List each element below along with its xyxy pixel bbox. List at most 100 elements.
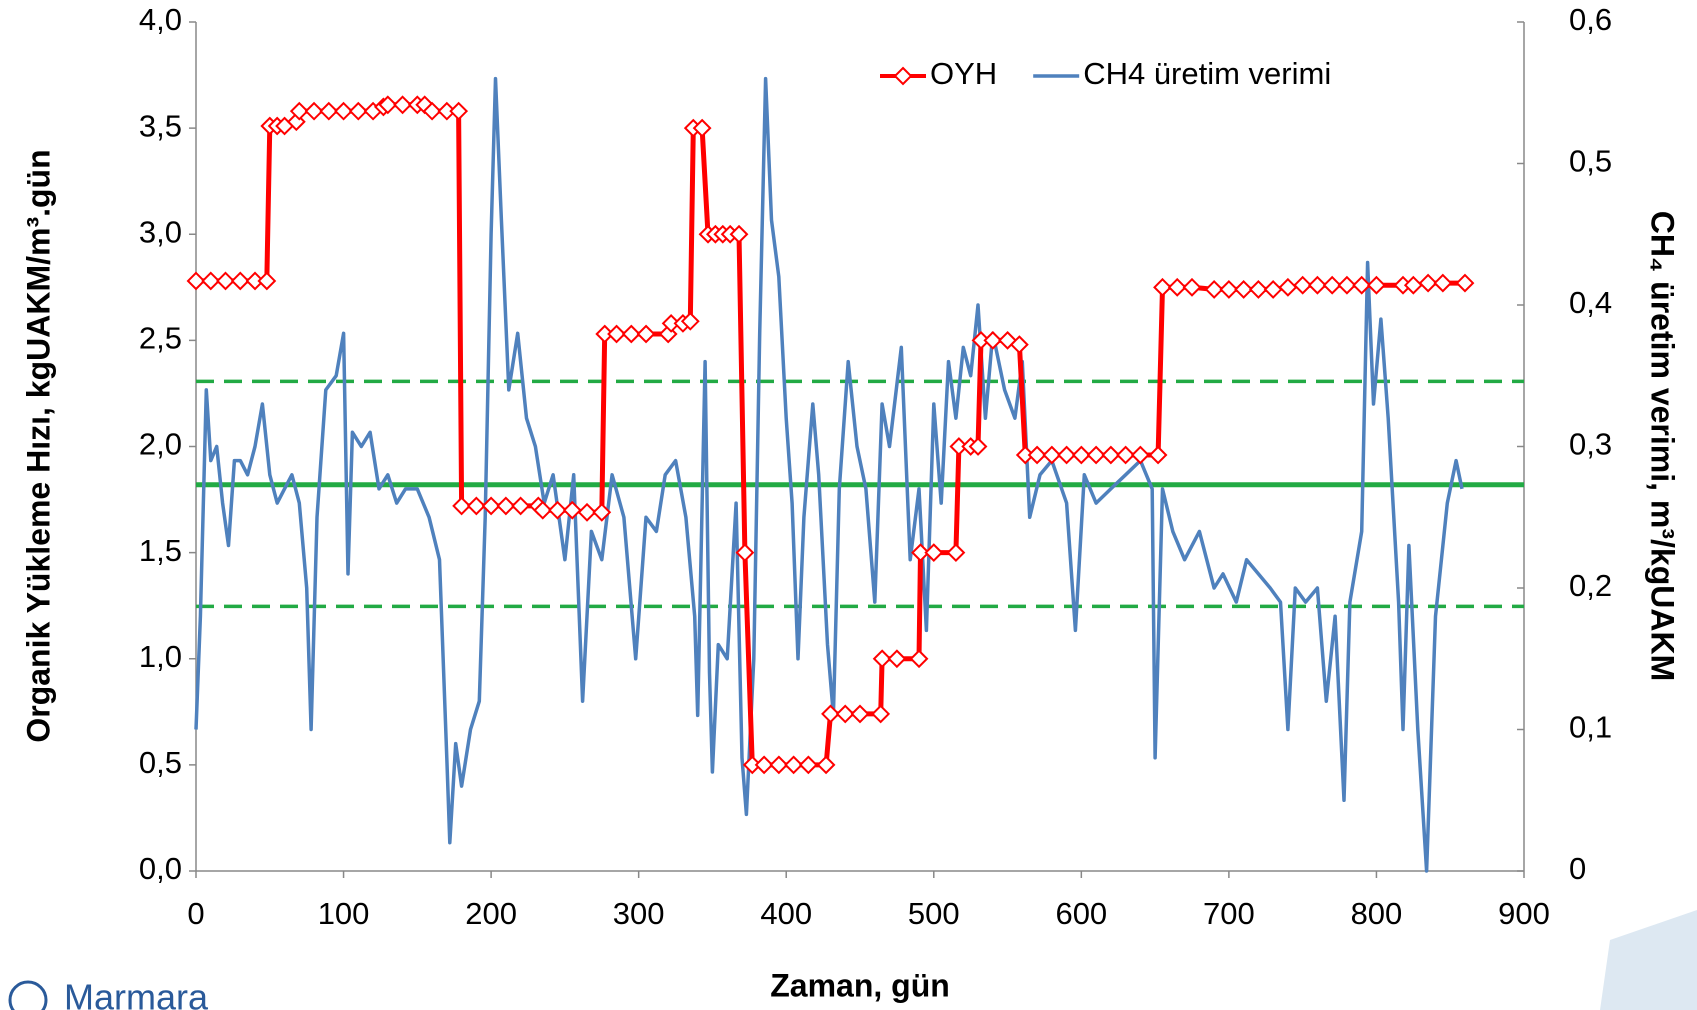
data-marker xyxy=(496,496,516,516)
data-marker xyxy=(1153,277,1172,297)
data-marker xyxy=(871,704,891,724)
data-marker xyxy=(1027,445,1047,465)
data-marker xyxy=(607,324,626,344)
data-marker xyxy=(1042,445,1062,465)
data-marker xyxy=(577,502,597,522)
data-marker xyxy=(1352,275,1372,295)
y2-tick-label: 0 xyxy=(1569,851,1586,886)
data-marker xyxy=(289,101,309,121)
y2-tick-label: 0,2 xyxy=(1569,568,1612,603)
data-marker xyxy=(1009,335,1029,355)
x-axis-title: Zaman, gün xyxy=(770,967,950,1003)
data-marker xyxy=(887,649,907,669)
y2-tick-label: 0,5 xyxy=(1569,144,1612,179)
data-marker xyxy=(924,543,944,563)
x-tick-label: 200 xyxy=(465,896,517,931)
y-axis-title: Organik Yükleme Hızı, kgUAKM/m³.gün xyxy=(20,149,56,742)
data-marker xyxy=(1248,280,1268,299)
y-tick-label: 2,0 xyxy=(139,427,182,462)
y2-tick-label: 0,1 xyxy=(1569,710,1612,745)
data-marker xyxy=(946,543,966,563)
data-marker xyxy=(216,271,235,291)
y-tick-label: 2,5 xyxy=(139,321,182,356)
legend-label: OYH xyxy=(930,56,997,91)
data-marker xyxy=(835,704,855,724)
data-marker xyxy=(729,224,749,244)
series-line xyxy=(194,76,1464,873)
data-marker xyxy=(911,543,930,563)
y-tick-label: 1,5 xyxy=(139,533,182,568)
data-marker xyxy=(1204,280,1224,299)
y-tick-label: 3,5 xyxy=(139,108,182,143)
x-tick-label: 400 xyxy=(760,896,812,931)
data-marker xyxy=(533,500,553,520)
x-tick-label: 0 xyxy=(187,896,204,931)
x-tick-label: 700 xyxy=(1203,896,1255,931)
data-marker xyxy=(422,101,442,121)
data-marker xyxy=(1433,273,1453,293)
data-marker xyxy=(1322,275,1342,295)
logo-emblem xyxy=(8,980,48,1010)
data-marker xyxy=(1086,445,1106,465)
data-marker xyxy=(754,755,774,775)
data-marker xyxy=(449,101,469,121)
data-marker xyxy=(1148,445,1168,465)
data-marker xyxy=(1234,280,1254,299)
data-marker xyxy=(680,311,700,331)
data-marker xyxy=(998,330,1017,350)
data-marker xyxy=(452,496,472,516)
data-marker xyxy=(816,755,836,775)
data-marker xyxy=(850,704,870,724)
building-decoration xyxy=(1600,910,1697,1010)
data-marker xyxy=(1367,275,1386,295)
data-marker xyxy=(1293,275,1313,295)
data-marker xyxy=(1182,277,1202,297)
y-tick-label: 3,0 xyxy=(139,214,182,249)
y2-axis-title: CH₄ üretim verimi, m³/kgUAKM xyxy=(1645,211,1681,681)
data-marker xyxy=(621,324,641,344)
y2-tick-label: 0,3 xyxy=(1569,427,1612,462)
data-marker xyxy=(968,437,988,456)
data-marker xyxy=(201,271,221,291)
data-marker xyxy=(348,101,368,121)
data-marker xyxy=(735,543,755,563)
data-marker xyxy=(511,496,531,516)
data-marker xyxy=(466,496,486,516)
data-marker xyxy=(186,271,206,291)
y2-tick-label: 0,4 xyxy=(1569,285,1612,320)
data-marker xyxy=(1278,277,1298,297)
data-marker xyxy=(319,101,339,121)
data-marker xyxy=(393,95,412,115)
x-tick-label: 800 xyxy=(1351,896,1403,931)
data-marker xyxy=(334,101,353,121)
data-marker xyxy=(1403,275,1423,295)
data-marker xyxy=(257,271,277,291)
y-tick-label: 1,0 xyxy=(139,639,182,674)
legend-label: CH4 üretim verimi xyxy=(1083,56,1331,91)
data-marker xyxy=(636,324,656,344)
y-tick-label: 0,0 xyxy=(139,851,182,886)
data-marker xyxy=(872,649,892,669)
data-marker xyxy=(1116,445,1136,465)
data-marker xyxy=(1167,277,1187,297)
data-marker xyxy=(1337,275,1357,295)
x-tick-label: 100 xyxy=(318,896,370,931)
y-tick-label: 0,5 xyxy=(139,745,182,780)
x-tick-label: 300 xyxy=(613,896,665,931)
data-marker xyxy=(692,118,712,138)
data-marker xyxy=(548,500,567,520)
data-marker xyxy=(983,330,1003,350)
data-marker xyxy=(1308,275,1327,295)
data-marker xyxy=(1418,273,1438,293)
data-marker xyxy=(1263,280,1283,299)
y2-tick-label: 0,6 xyxy=(1569,2,1612,37)
x-tick-label: 900 xyxy=(1498,896,1550,931)
data-marker xyxy=(769,755,789,775)
data-marker xyxy=(821,704,840,724)
data-marker xyxy=(286,112,306,132)
data-marker xyxy=(1130,445,1150,465)
x-tick-label: 500 xyxy=(908,896,960,931)
data-marker xyxy=(1071,445,1091,465)
data-marker xyxy=(784,755,804,775)
